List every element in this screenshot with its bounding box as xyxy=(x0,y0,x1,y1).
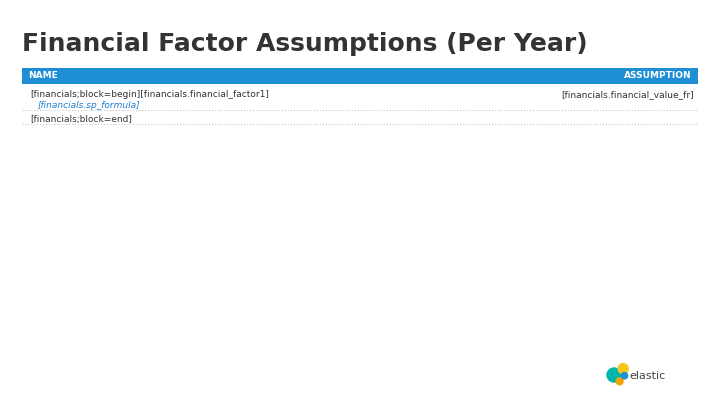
Bar xyxy=(22,68,698,84)
Circle shape xyxy=(616,378,623,385)
Text: elastic: elastic xyxy=(629,371,666,381)
Text: ASSUMPTION: ASSUMPTION xyxy=(624,72,692,81)
Circle shape xyxy=(618,364,628,374)
Text: [financials;block=end]: [financials;block=end] xyxy=(30,115,132,124)
Circle shape xyxy=(607,368,621,382)
Text: Financial Factor Assumptions (Per Year): Financial Factor Assumptions (Per Year) xyxy=(22,32,588,56)
Text: [financials;block=begin][financials.financial_factor1]: [financials;block=begin][financials.fina… xyxy=(30,90,269,99)
Circle shape xyxy=(621,373,628,379)
Text: [financials.financial_value_fr]: [financials.financial_value_fr] xyxy=(562,90,694,99)
Text: [financials.sp_formula]: [financials.sp_formula] xyxy=(38,101,140,110)
Text: NAME: NAME xyxy=(28,72,58,81)
